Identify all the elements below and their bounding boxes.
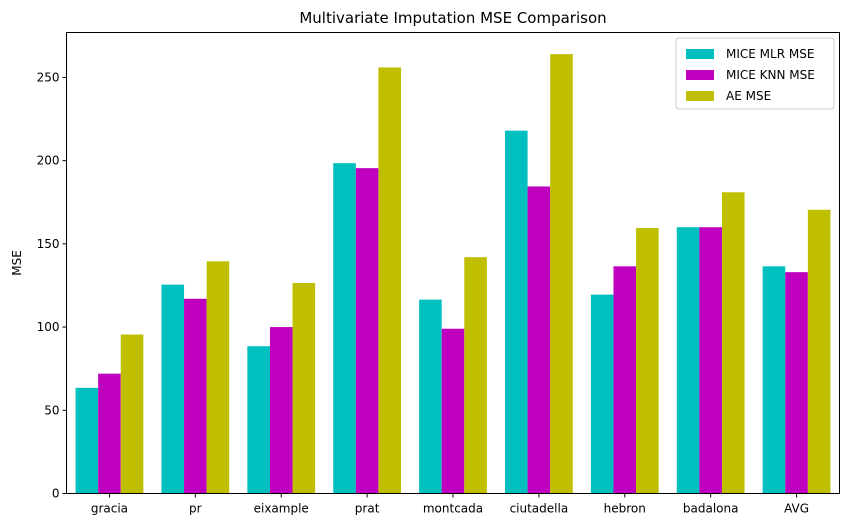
legend-label: MICE MLR MSE — [726, 47, 814, 61]
bar-gracia-series-3 — [120, 334, 144, 494]
y-tick-label: 50 — [44, 403, 59, 417]
bar-badalona-series-1 — [676, 227, 700, 494]
bar-hebron-series-2 — [613, 266, 637, 494]
legend: MICE MLR MSE MICE KNN MSE AE MSE — [675, 37, 835, 110]
bar-prat-series-1 — [333, 163, 356, 494]
bar-eixample-series-1 — [247, 346, 270, 494]
bar-badalona-series-2 — [699, 227, 722, 494]
y-tick-label: 100 — [37, 320, 60, 334]
legend-label: MICE KNN MSE — [726, 68, 815, 82]
chart-title: Multivariate Imputation MSE Comparison — [299, 9, 606, 27]
legend-box — [675, 37, 835, 110]
legend-label: AE MSE — [726, 89, 771, 103]
bar-prat-series-2 — [355, 168, 379, 494]
bar-hebron-series-3 — [636, 228, 659, 494]
x-tick-label: hebron — [604, 502, 646, 516]
bar-prat-series-3 — [378, 67, 401, 494]
legend-swatch — [686, 49, 714, 59]
legend-swatch — [686, 70, 714, 80]
x-tick-label: eixample — [254, 502, 309, 516]
bar-ciutadella-series-1 — [505, 130, 528, 494]
bar-eixample-series-3 — [292, 282, 316, 494]
bar-hebron-series-1 — [590, 294, 614, 494]
bars-layer — [75, 54, 831, 494]
bar-ciutadella-series-3 — [550, 54, 573, 494]
y-axis-label: MSE — [10, 250, 24, 276]
x-tick-label: pr — [189, 502, 202, 516]
bar-pr-series-1 — [161, 284, 185, 494]
x-axis: gracia pr eixample prat montcada ciutadella he… — [91, 493, 809, 516]
bar-AVG-series-2 — [785, 272, 808, 494]
y-tick-label: 250 — [37, 70, 60, 84]
bar-gracia-series-2 — [98, 373, 121, 494]
bar-pr-series-2 — [184, 298, 207, 494]
plot-frame — [66, 32, 840, 494]
bar-montcada-series-1 — [419, 299, 442, 494]
x-tick-label: prat — [355, 502, 380, 516]
y-axis: 0 50 100 150 200 250 — [37, 70, 67, 501]
x-tick-label: badalona — [683, 502, 739, 516]
bar-eixample-series-2 — [269, 327, 293, 494]
y-tick-label: 200 — [37, 154, 60, 168]
bar-pr-series-3 — [206, 261, 230, 494]
bar-montcada-series-2 — [441, 328, 465, 494]
x-tick-label: gracia — [91, 502, 128, 516]
bar-badalona-series-3 — [721, 192, 745, 494]
x-tick-label: montcada — [423, 502, 483, 516]
bar-ciutadella-series-2 — [527, 186, 551, 494]
x-tick-label: ciutadella — [510, 502, 569, 516]
bar-gracia-series-1 — [75, 387, 99, 494]
y-tick-label: 150 — [37, 237, 60, 251]
x-tick-label: AVG — [784, 502, 809, 516]
bar-montcada-series-3 — [464, 257, 487, 494]
y-tick-label: 0 — [52, 487, 60, 501]
bar-AVG-series-3 — [807, 209, 831, 494]
legend-swatch — [686, 91, 714, 101]
bar-AVG-series-1 — [762, 266, 786, 494]
